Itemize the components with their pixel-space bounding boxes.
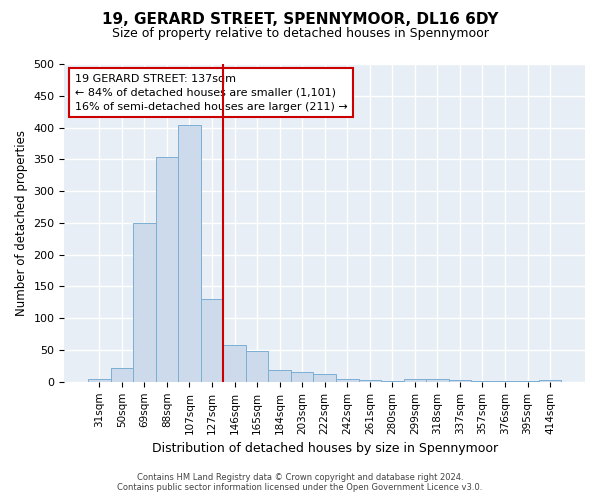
- X-axis label: Distribution of detached houses by size in Spennymoor: Distribution of detached houses by size …: [152, 442, 498, 455]
- Bar: [223, 345, 246, 382]
- Bar: [359, 380, 381, 382]
- Bar: [494, 380, 516, 382]
- Bar: [133, 223, 155, 382]
- Text: Contains HM Land Registry data © Crown copyright and database right 2024.
Contai: Contains HM Land Registry data © Crown c…: [118, 473, 482, 492]
- Text: 19, GERARD STREET, SPENNYMOOR, DL16 6DY: 19, GERARD STREET, SPENNYMOOR, DL16 6DY: [102, 12, 498, 28]
- Bar: [178, 125, 201, 382]
- Text: 19 GERARD STREET: 137sqm
← 84% of detached houses are smaller (1,101)
16% of sem: 19 GERARD STREET: 137sqm ← 84% of detach…: [75, 74, 347, 112]
- Bar: [471, 381, 494, 382]
- Bar: [539, 380, 562, 382]
- Bar: [313, 374, 336, 382]
- Bar: [404, 378, 426, 382]
- Bar: [110, 368, 133, 382]
- Bar: [155, 158, 178, 382]
- Text: Size of property relative to detached houses in Spennymoor: Size of property relative to detached ho…: [112, 28, 488, 40]
- Bar: [268, 370, 291, 382]
- Bar: [88, 378, 110, 382]
- Bar: [291, 372, 313, 382]
- Bar: [201, 299, 223, 382]
- Y-axis label: Number of detached properties: Number of detached properties: [15, 130, 28, 316]
- Bar: [246, 352, 268, 382]
- Bar: [336, 378, 359, 382]
- Bar: [449, 380, 471, 382]
- Bar: [381, 381, 404, 382]
- Bar: [426, 378, 449, 382]
- Bar: [516, 381, 539, 382]
